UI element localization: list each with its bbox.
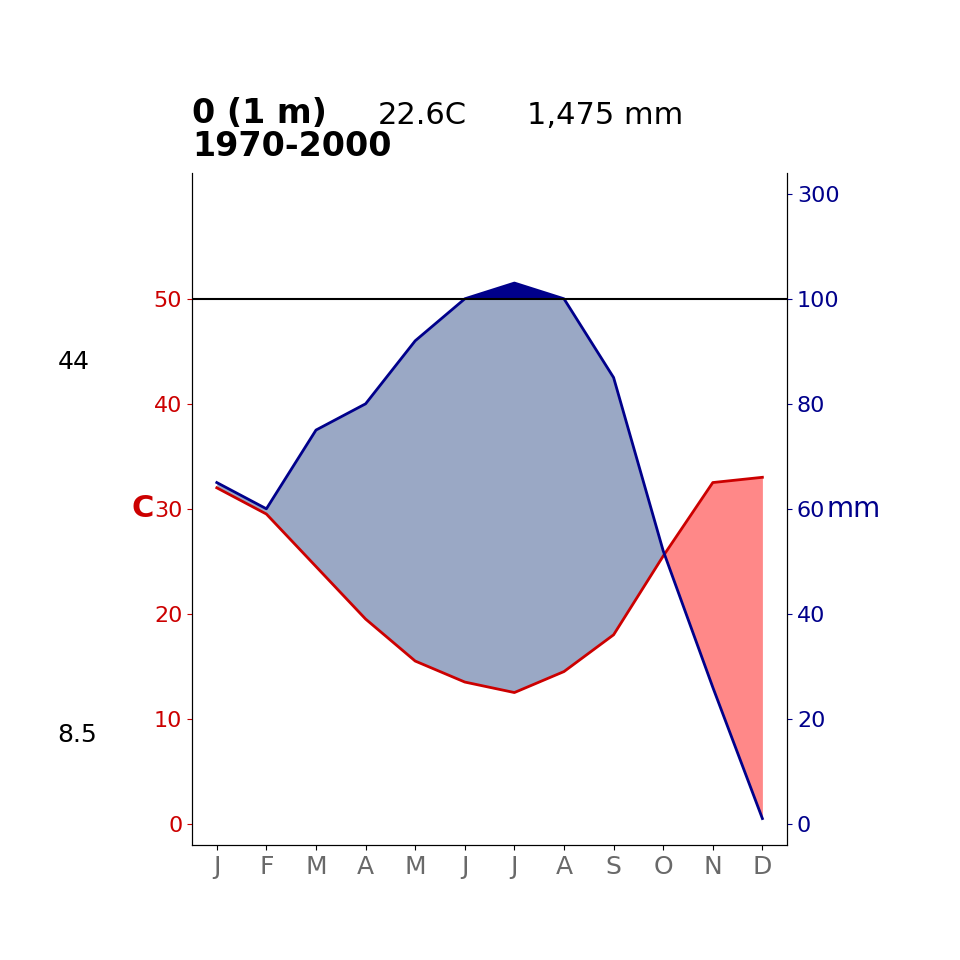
Text: 0 (1 m): 0 (1 m) (192, 97, 326, 130)
Text: 8.5: 8.5 (58, 723, 97, 747)
Y-axis label: mm: mm (827, 494, 880, 523)
Y-axis label: C: C (132, 494, 154, 523)
Text: 22.6C: 22.6C (378, 101, 467, 130)
Text: 1,475 mm: 1,475 mm (527, 101, 683, 130)
Text: 44: 44 (58, 349, 89, 373)
Text: 1970-2000: 1970-2000 (192, 131, 392, 163)
